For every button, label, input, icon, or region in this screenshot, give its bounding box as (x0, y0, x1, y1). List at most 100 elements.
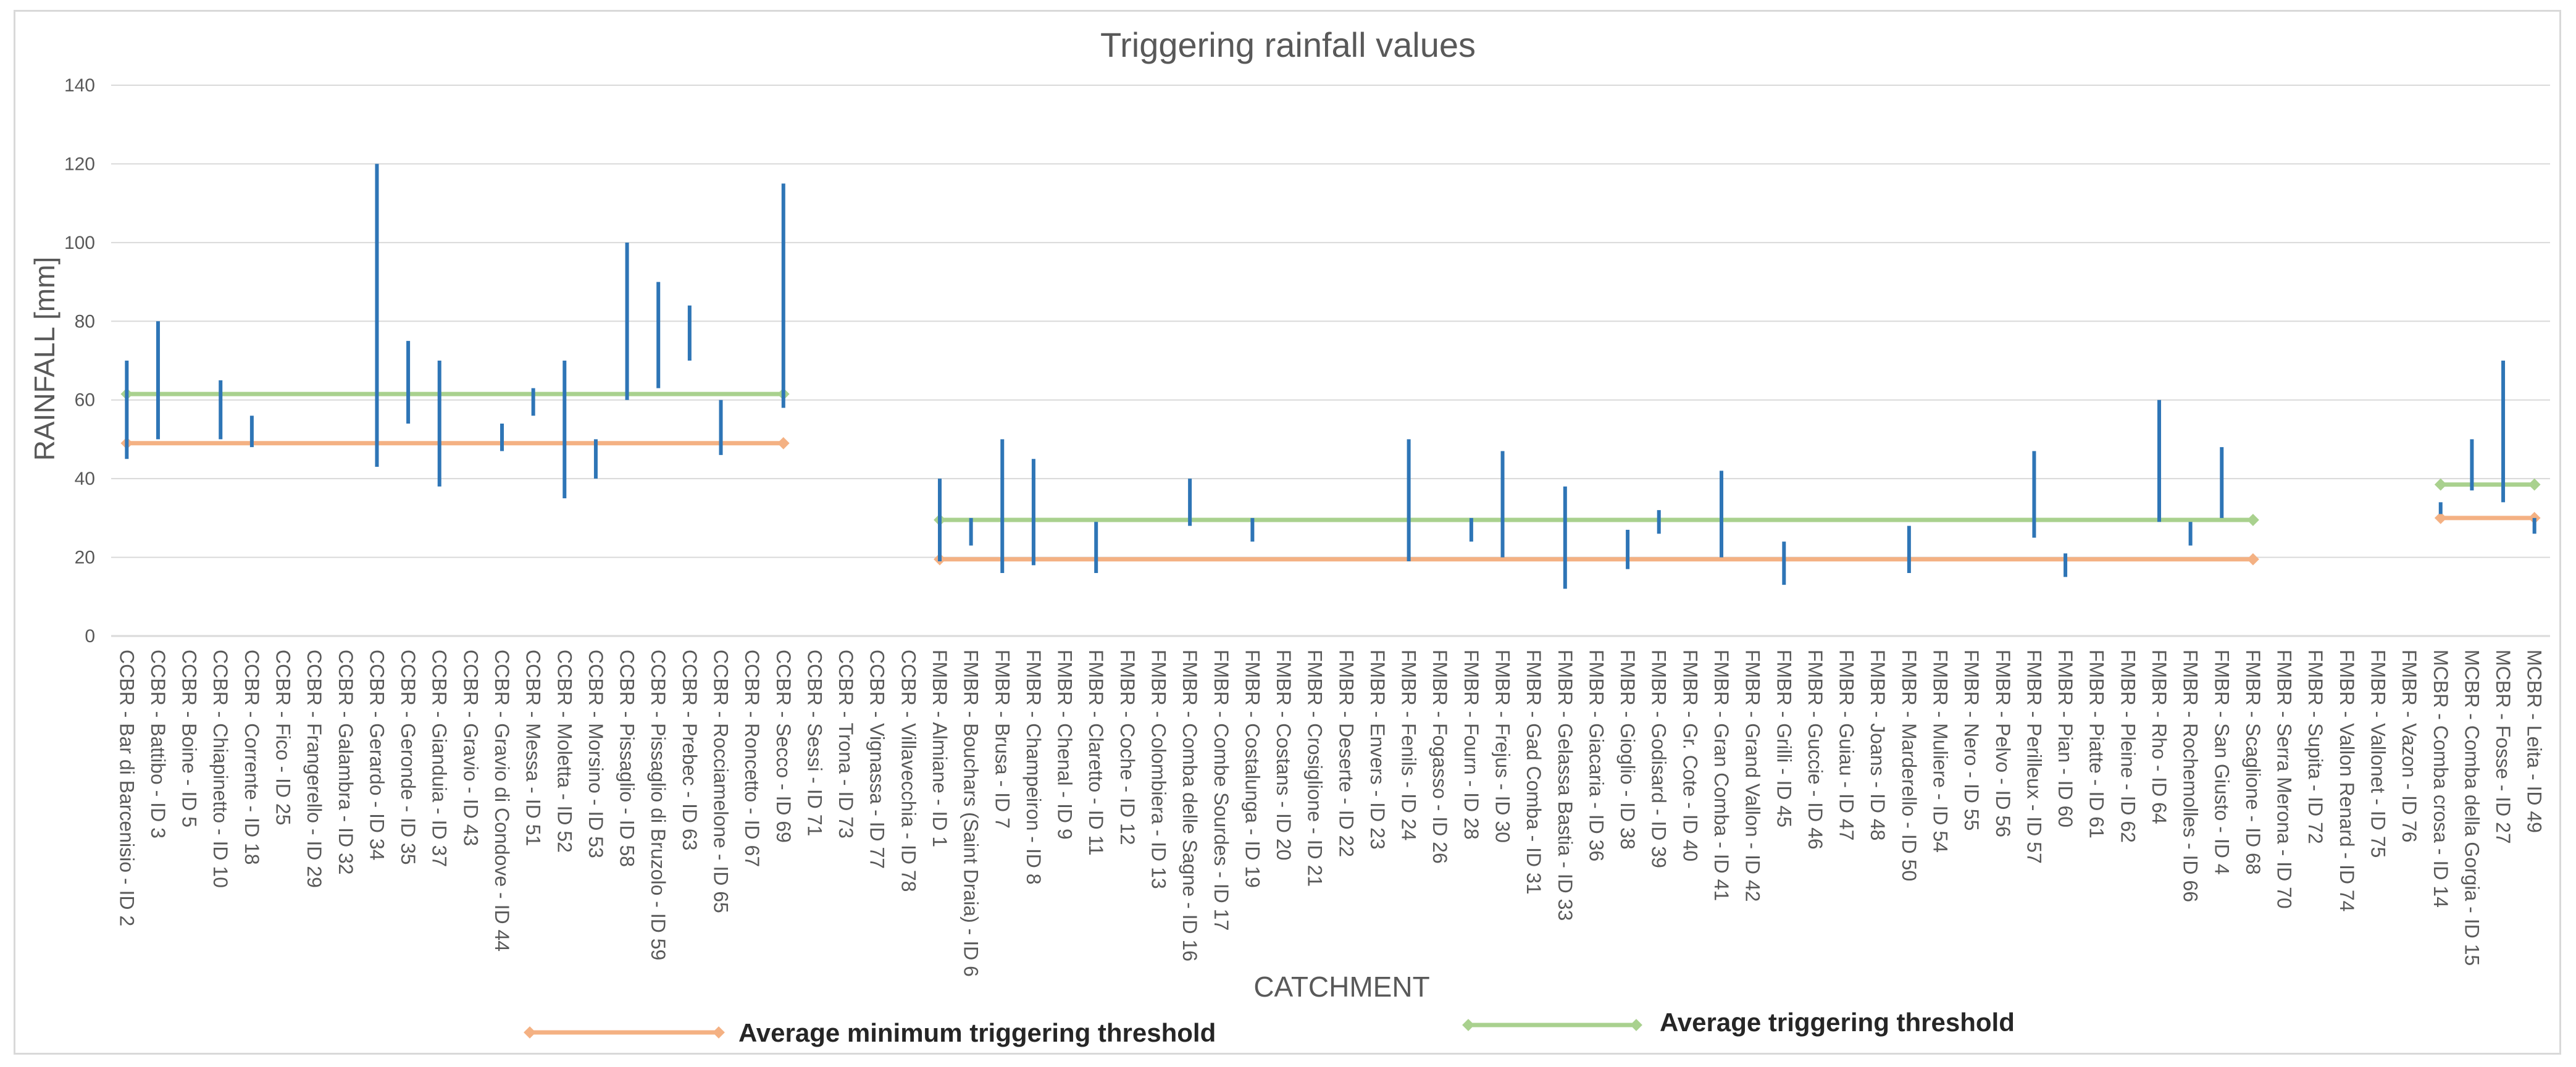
x-tick-label: CCBR - Messa - ID 51 (522, 650, 545, 846)
threshold-marker (2528, 478, 2541, 491)
x-tick-label: FMBR - Crosiglione - ID 21 (1304, 650, 1326, 887)
x-tick-label: CCBR - Boine - ID 5 (178, 650, 201, 827)
x-tick-label: FMBR - Scaglione - ID 68 (2242, 650, 2264, 875)
x-tick-label: MCBR - Comba della Gorgia - ID 15 (2461, 650, 2483, 966)
x-tick-label: FMBR - Costalunga - ID 19 (1241, 650, 1263, 888)
x-tick-label: CCBR - Sessi - ID 71 (803, 650, 826, 836)
y-axis-title: RAINFALL [mm] (28, 257, 61, 461)
legend-marker-min-threshold (524, 1026, 536, 1039)
x-tick-label: FMBR - Rochemolles - ID 66 (2180, 650, 2202, 902)
threshold-marker (2434, 478, 2447, 491)
x-tick-label: FMBR - Pleine - ID 62 (2117, 650, 2139, 843)
legend-label-min-threshold: Average minimum triggering threshold (738, 1018, 1216, 1047)
y-tick-label: 100 (64, 233, 95, 253)
x-tick-label: FMBR - Muliere - ID 54 (1930, 650, 1952, 853)
x-tick-label: FMBR - Guiau - ID 47 (1836, 650, 1858, 840)
x-tick-label: CCBR - Chiapinetto - ID 10 (209, 650, 232, 888)
x-tick-label: FMBR - Supita - ID 72 (2304, 650, 2327, 844)
x-tick-label: FMBR - Brusa - ID 7 (991, 650, 1013, 829)
y-tick-label: 0 (85, 626, 95, 646)
x-tick-label: CCBR - Secco - ID 69 (772, 650, 795, 843)
x-tick-label: CCBR - Corrente - ID 18 (241, 650, 263, 865)
legend-item-avg-threshold: Average triggering threshold (1462, 1008, 2015, 1037)
x-tick-label: CCBR - Roncetto - ID 67 (741, 650, 763, 867)
legend-marker-avg-threshold (1462, 1019, 1474, 1031)
x-tick-label: CCBR - Villavecchia - ID 78 (897, 650, 919, 892)
y-tick-label: 140 (64, 75, 95, 96)
x-tick-label: FMBR - Joans - ID 48 (1867, 650, 1889, 840)
gridlines (111, 85, 2550, 558)
legend: Average minimum triggering threshold Ave… (524, 1008, 2015, 1047)
x-tick-label: CCBR - Gerardo - ID 34 (366, 650, 388, 860)
x-tick-label: CCBR - Fico - ID 25 (272, 650, 295, 825)
x-tick-label: FMBR - Vallonet - ID 75 (2367, 650, 2389, 858)
x-tick-label: FMBR - Gioglio - ID 38 (1616, 650, 1639, 850)
x-tick-label: FMBR - Fenils - ID 24 (1398, 650, 1420, 840)
x-tick-label: MCBR - Comba crosa - ID 14 (2430, 650, 2452, 908)
x-tick-label: CCBR - Battibo - ID 3 (147, 650, 169, 839)
x-tick-label: FMBR - Nero - ID 55 (1960, 650, 1983, 831)
x-tick-label: FMBR - Gad Comba - ID 31 (1523, 650, 1545, 895)
y-tick-label: 80 (75, 311, 95, 332)
legend-marker-avg-threshold (1630, 1019, 1642, 1031)
x-tick-label: FMBR - Piatte - ID 61 (2086, 650, 2108, 839)
x-tick-label: FMBR - Pelvo - ID 56 (1992, 650, 2014, 837)
x-tick-label: CCBR - Gravio di Condove - ID 44 (491, 650, 513, 952)
x-tick-label: CCBR - Pissaglio - ID 58 (616, 650, 638, 867)
x-tick-label: FMBR - Fogasso - ID 26 (1429, 650, 1451, 864)
x-tick-label: FMBR - Almiane - ID 1 (929, 650, 951, 847)
chart-title: Triggering rainfall values (1100, 25, 1476, 64)
x-tick-label: CCBR - Rocciamelone - ID 65 (710, 650, 732, 913)
rainfall-range-bars (125, 164, 2536, 589)
x-tick-label: CCBR - Morsino - ID 53 (585, 650, 607, 858)
x-tick-label: FMBR - Serra Merona - ID 70 (2273, 650, 2296, 909)
x-tick-label: CCBR - Gianduia - ID 37 (429, 650, 451, 867)
x-tick-label: FMBR - Colombiera - ID 13 (1147, 650, 1169, 889)
legend-label-avg-threshold: Average triggering threshold (1660, 1008, 2015, 1037)
y-tick-label: 120 (64, 154, 95, 174)
x-tick-label: FMBR - Gran Comba - ID 41 (1710, 650, 1733, 901)
x-tick-label: CCBR - Trona - ID 73 (835, 650, 857, 839)
x-tick-label: CCBR - Pissaglio di Bruzolo - ID 59 (647, 650, 669, 960)
x-tick-label: CCBR - Prebec - ID 63 (679, 650, 701, 850)
chart-frame (14, 10, 2561, 1055)
y-tick-label: 40 (75, 469, 95, 489)
x-tick-label: MCBR - Fosse - ID 27 (2492, 650, 2514, 844)
x-tick-label: FMBR - Godisard - ID 39 (1648, 650, 1670, 868)
x-tick-label: FMBR - Champeiron - ID 8 (1022, 650, 1045, 885)
x-tick-label: CCBR - Geronde - ID 35 (397, 650, 419, 865)
threshold-marker (777, 437, 790, 450)
x-tick-label: FMBR - Chenal - ID 9 (1054, 650, 1076, 840)
x-axis-category-labels: CCBR - Bar di Barcenisio - ID 2 CCBR - Ba… (115, 650, 2545, 977)
y-tick-label: 60 (75, 390, 95, 411)
threshold-marker (2434, 511, 2447, 524)
x-tick-label: FMBR - Pian - ID 60 (2054, 650, 2076, 827)
threshold-marker (2247, 553, 2259, 566)
x-tick-label: FMBR - Bouchars (Saint Draia) - ID 6 (960, 650, 982, 977)
x-tick-label: FMBR - Vazon - ID 76 (2398, 650, 2420, 842)
threshold-marker (2247, 514, 2259, 526)
x-tick-label: FMBR - Envers - ID 23 (1366, 650, 1389, 850)
x-tick-label: FMBR - Vallon Renard - ID 74 (2336, 650, 2358, 911)
x-tick-label: FMBR - Frejus - ID 30 (1492, 650, 1514, 843)
y-axis-ticks: 0 20 40 60 80 100 120 140 (64, 75, 95, 646)
x-tick-label: FMBR - Gelassa Bastia - ID 33 (1554, 650, 1576, 921)
x-tick-label: FMBR - Perilleux - ID 57 (2023, 650, 2045, 864)
x-tick-label: MCBR - Leita - ID 49 (2524, 650, 2546, 833)
x-tick-label: FMBR - Fourn - ID 28 (1460, 650, 1482, 840)
x-tick-label: CCBR - Bar di Barcenisio - ID 2 (115, 650, 138, 926)
x-axis-title: CATCHMENT (1253, 971, 1429, 1003)
x-tick-label: CCBR - Gravio - ID 43 (459, 650, 482, 846)
x-tick-label: CCBR - Vignassa - ID 77 (866, 650, 889, 869)
x-tick-label: FMBR - Coche - ID 12 (1116, 650, 1139, 845)
x-tick-label: FMBR - Grand Vallon - ID 42 (1742, 650, 1764, 902)
x-tick-label: FMBR - Grilli - ID 45 (1773, 650, 1795, 827)
x-tick-label: FMBR - Guccie - ID 46 (1804, 650, 1826, 850)
x-tick-label: CCBR - Galambra - ID 32 (335, 650, 357, 875)
x-tick-label: FMBR - Deserte - ID 22 (1335, 650, 1357, 857)
threshold-lines (120, 388, 2541, 566)
x-tick-label: FMBR - Costans - ID 20 (1273, 650, 1295, 860)
legend-item-min-threshold: Average minimum triggering threshold (524, 1018, 1216, 1047)
x-tick-label: FMBR - Combe Sourdes - ID 17 (1210, 650, 1232, 931)
